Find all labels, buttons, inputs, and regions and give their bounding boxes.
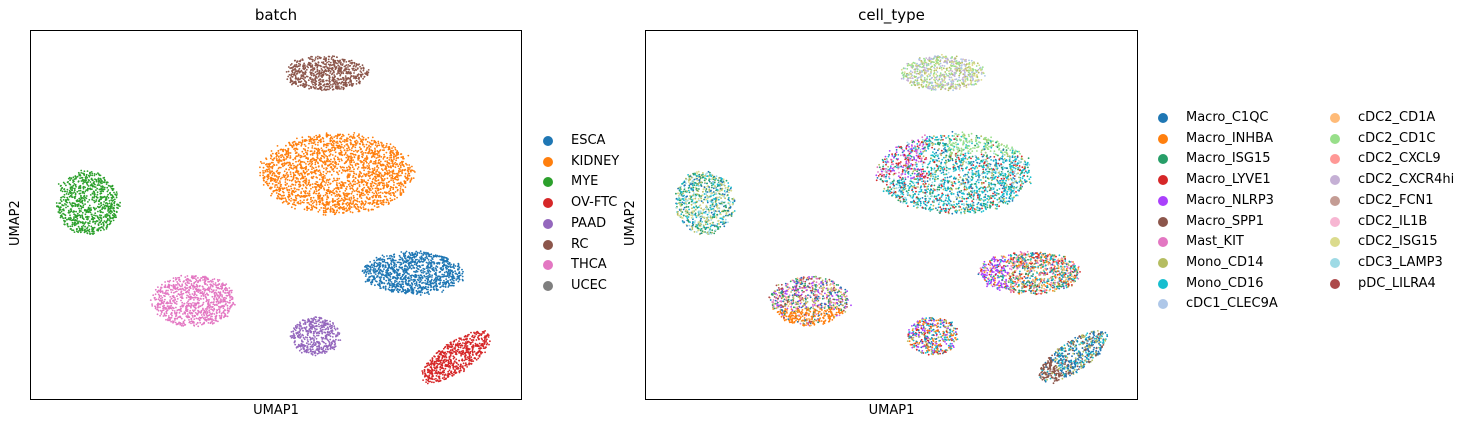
batch-scatter	[55, 55, 491, 385]
cluster-esca	[361, 250, 464, 296]
cluster-ovftc	[421, 330, 491, 385]
legend-marker	[543, 260, 553, 271]
legend-marker	[1330, 195, 1340, 206]
legend-marker	[1158, 278, 1168, 289]
legend-label: cDC3_LAMP3	[1358, 254, 1443, 270]
cluster-left	[675, 170, 736, 236]
batch-ylabel: UMAP2	[8, 200, 23, 246]
legend-label: Mast_KIT	[1186, 234, 1244, 250]
cluster-paad	[289, 316, 342, 357]
legend-label: cDC1_CLEC9A	[1186, 296, 1278, 312]
legend-label: Macro_SPP1	[1186, 213, 1265, 229]
legend-label: Mono_CD16	[1186, 275, 1264, 291]
legend-marker	[543, 239, 553, 250]
cluster-lower-mid	[906, 316, 959, 356]
legend-label: cDC2_CD1C	[1358, 130, 1436, 146]
legend-label: cDC2_CD1A	[1358, 110, 1436, 125]
legend-marker	[543, 280, 553, 291]
legend-marker	[1158, 195, 1168, 206]
legend-label: Mono_CD14	[1186, 254, 1264, 270]
cluster-lower-left	[768, 275, 852, 327]
legend-marker	[1330, 237, 1340, 248]
legend-marker	[1330, 278, 1340, 289]
legend-marker	[1158, 133, 1168, 144]
cluster-thca	[149, 274, 236, 328]
celltype-panel-title: cell_type	[858, 6, 925, 24]
legend-marker	[1330, 133, 1340, 144]
legend-marker	[1158, 175, 1168, 186]
legend-marker	[543, 198, 553, 209]
legend-label: MYE	[571, 174, 599, 190]
legend-label: Macro_C1QC	[1186, 110, 1269, 125]
legend-label: cDC2_CXCL9	[1358, 151, 1441, 167]
legend-label: cDC2_FCN1	[1358, 192, 1434, 208]
legend-marker	[1330, 175, 1340, 186]
cluster-rc	[285, 55, 370, 92]
cluster-top	[900, 53, 986, 92]
legend-marker	[543, 177, 553, 188]
cluster-mye	[55, 169, 121, 236]
legend-marker	[543, 218, 553, 229]
legend-marker	[1330, 113, 1340, 123]
legend-label: cDC2_CXCR4hi	[1358, 172, 1455, 188]
legend-label: KIDNEY	[571, 153, 620, 169]
cluster-lower-right	[1038, 330, 1109, 385]
cluster-right	[977, 250, 1081, 296]
legend-marker	[543, 156, 553, 167]
legend-marker	[1330, 257, 1340, 268]
legend-label: Macro_NLRP3	[1186, 192, 1274, 208]
legend-label: Macro_LYVE1	[1186, 172, 1271, 188]
legend-label: THCA	[571, 257, 607, 273]
legend-marker	[1330, 216, 1340, 227]
celltype-xlabel: UMAP1	[868, 403, 915, 418]
legend-marker	[543, 136, 553, 146]
legend-label: RC	[571, 236, 589, 252]
legend-label: cDC2_IL1B	[1358, 213, 1428, 229]
cluster-center	[875, 130, 1032, 215]
batch-xlabel: UMAP1	[253, 403, 299, 418]
cluster-kidney	[259, 132, 416, 216]
legend-marker	[1158, 154, 1168, 165]
batch-panel-title: batch	[254, 6, 298, 24]
legend-label: OV-FTC	[571, 195, 618, 211]
celltype-scatter	[675, 53, 1109, 385]
legend-label: Macro_INHBA	[1186, 130, 1273, 146]
legend-marker	[1158, 257, 1168, 268]
celltype-plot-area	[645, 30, 1138, 400]
legend-label: PAAD	[571, 215, 607, 231]
legend-marker	[1158, 237, 1168, 248]
legend-marker	[1158, 113, 1168, 123]
legend-marker	[1158, 216, 1168, 227]
legend-label: pDC_LILRA4	[1358, 275, 1436, 291]
legend-label: ESCA	[571, 133, 606, 148]
batch-plot-area	[30, 30, 522, 400]
legend-marker	[1158, 299, 1168, 310]
legend-label: UCEC	[571, 277, 607, 293]
legend-marker	[1330, 154, 1340, 165]
legend-label: Macro_ISG15	[1186, 151, 1271, 167]
celltype-ylabel: UMAP2	[623, 200, 638, 246]
legend-label: cDC2_ISG15	[1358, 234, 1438, 250]
